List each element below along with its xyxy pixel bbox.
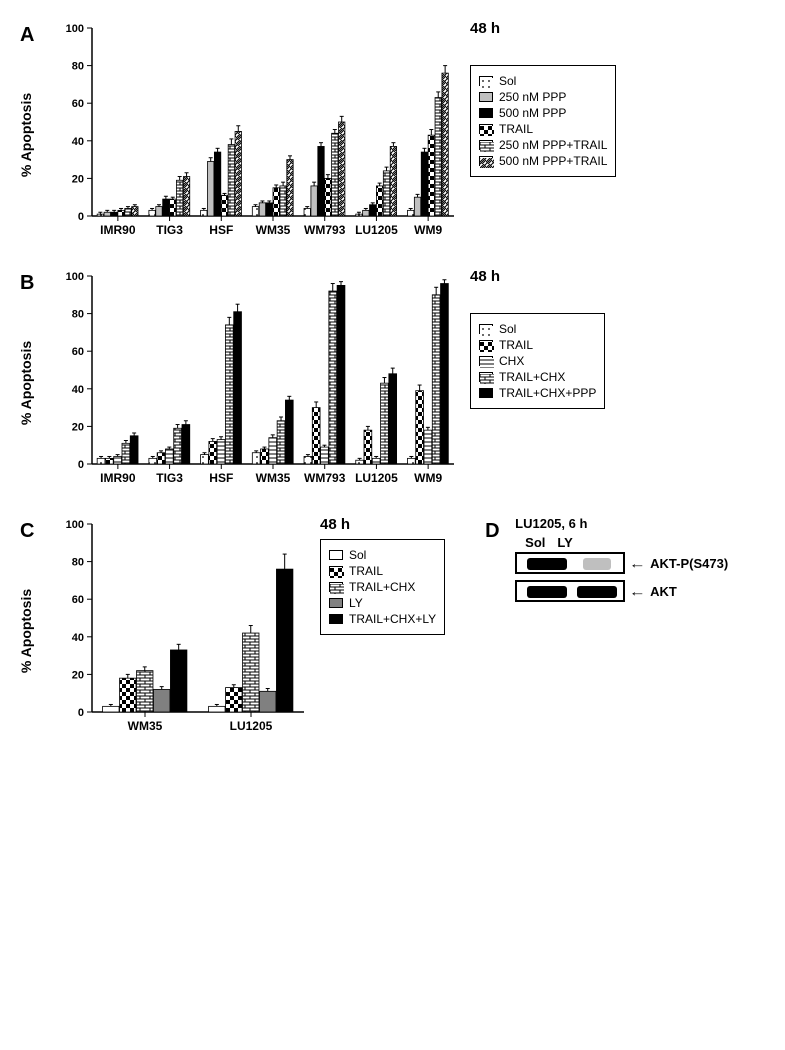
chart-a: % Apoptosis 020406080100IMR90TIG3HSFWM35… bbox=[50, 20, 460, 250]
svg-text:LU1205: LU1205 bbox=[355, 471, 398, 485]
panel-a-label: A bbox=[20, 20, 50, 47]
svg-text:WM793: WM793 bbox=[304, 471, 346, 485]
legend-item: LY bbox=[329, 596, 436, 610]
western-blot-row: ←AKT-P(S473) bbox=[515, 552, 728, 574]
svg-text:20: 20 bbox=[72, 173, 84, 185]
panel-c-time: 48 h bbox=[320, 516, 445, 533]
svg-text:WM9: WM9 bbox=[414, 471, 442, 485]
svg-text:LU1205: LU1205 bbox=[230, 719, 273, 733]
legend-item: CHX bbox=[479, 354, 596, 368]
wb-cond-1: LY bbox=[557, 535, 572, 550]
chart-c: % Apoptosis 020406080100WM35LU1205 bbox=[50, 516, 310, 746]
svg-text:TIG3: TIG3 bbox=[156, 471, 183, 485]
legend-item: 500 nM PPP bbox=[479, 106, 607, 120]
svg-text:100: 100 bbox=[66, 519, 84, 531]
svg-text:0: 0 bbox=[78, 707, 84, 719]
legend-item: 500 nM PPP+TRAIL bbox=[479, 154, 607, 168]
chart-a-ytitle: % Apoptosis bbox=[18, 93, 34, 177]
svg-text:60: 60 bbox=[72, 98, 84, 110]
panel-b: B % Apoptosis 0 20 40 60 80 100 IMR90 TIG3 HSF WM… bbox=[20, 268, 765, 498]
svg-text:WM9: WM9 bbox=[414, 223, 442, 237]
panel-a: A % Apoptosis 0 20 40 60 80 100 IMR90 TIG3 HSF WM… bbox=[20, 20, 765, 250]
panel-d-title: LU1205, 6 h bbox=[515, 516, 728, 531]
wb-cond-0: Sol bbox=[525, 535, 545, 550]
chart-b: % Apoptosis 020406080100IMR90TIG3HSFWM35… bbox=[50, 268, 460, 498]
svg-text:WM35: WM35 bbox=[256, 471, 291, 485]
legend-item: 250 nM PPP+TRAIL bbox=[479, 138, 607, 152]
svg-text:40: 40 bbox=[72, 384, 84, 396]
svg-text:20: 20 bbox=[72, 669, 84, 681]
legend-item: Sol bbox=[479, 322, 596, 336]
legend-b: Sol TRAIL CHX TRAIL+CHX TRAIL+CHX+PPP bbox=[470, 313, 605, 409]
svg-text:100: 100 bbox=[66, 23, 84, 35]
svg-text:IMR90: IMR90 bbox=[100, 471, 136, 485]
svg-text:60: 60 bbox=[72, 346, 84, 358]
legend-a: Sol 250 nM PPP 500 nM PPP TRAIL 250 nM PPP+T… bbox=[470, 65, 616, 177]
svg-text:40: 40 bbox=[72, 632, 84, 644]
panel-d: LU1205, 6 h Sol LY ←AKT-P(S473) ←AKT bbox=[515, 516, 728, 608]
svg-text:80: 80 bbox=[72, 557, 84, 569]
svg-text:100: 100 bbox=[66, 271, 84, 283]
legend-c: Sol TRAIL TRAIL+CHX LY TRAIL+CHX+LY bbox=[320, 539, 445, 635]
panel-b-label: B bbox=[20, 268, 50, 295]
legend-item: TRAIL+CHX bbox=[329, 580, 436, 594]
svg-text:WM35: WM35 bbox=[128, 719, 163, 733]
chart-c-ytitle: % Apoptosis bbox=[18, 589, 34, 673]
panel-c-label: C bbox=[20, 516, 50, 543]
svg-text:60: 60 bbox=[72, 594, 84, 606]
panel-b-time: 48 h bbox=[470, 268, 605, 285]
legend-item: TRAIL bbox=[479, 338, 596, 352]
western-blot-row: ←AKT bbox=[515, 580, 728, 602]
panel-a-time: 48 h bbox=[470, 20, 616, 37]
svg-text:20: 20 bbox=[72, 421, 84, 433]
svg-text:TIG3: TIG3 bbox=[156, 223, 183, 237]
svg-text:IMR90: IMR90 bbox=[100, 223, 136, 237]
svg-text:80: 80 bbox=[72, 61, 84, 73]
legend-item: TRAIL+CHX+PPP bbox=[479, 386, 596, 400]
chart-b-ytitle: % Apoptosis bbox=[18, 341, 34, 425]
svg-text:LU1205: LU1205 bbox=[355, 223, 398, 237]
svg-text:HSF: HSF bbox=[209, 471, 233, 485]
svg-text:HSF: HSF bbox=[209, 223, 233, 237]
panel-d-label: D bbox=[485, 516, 515, 543]
legend-item: TRAIL bbox=[479, 122, 607, 136]
svg-text:WM35: WM35 bbox=[256, 223, 291, 237]
svg-text:WM793: WM793 bbox=[304, 223, 346, 237]
legend-item: 250 nM PPP bbox=[479, 90, 607, 104]
legend-item: TRAIL+CHX bbox=[479, 370, 596, 384]
panel-cd-row: C % Apoptosis 0 20 40 60 80 100 WM35 LU1205 48 … bbox=[20, 516, 765, 746]
legend-item: TRAIL bbox=[329, 564, 436, 578]
legend-item: TRAIL+CHX+LY bbox=[329, 612, 436, 626]
legend-item: Sol bbox=[329, 548, 436, 562]
svg-text:80: 80 bbox=[72, 309, 84, 321]
svg-text:0: 0 bbox=[78, 211, 84, 223]
svg-text:40: 40 bbox=[72, 136, 84, 148]
svg-text:0: 0 bbox=[78, 459, 84, 471]
legend-item: Sol bbox=[479, 74, 607, 88]
